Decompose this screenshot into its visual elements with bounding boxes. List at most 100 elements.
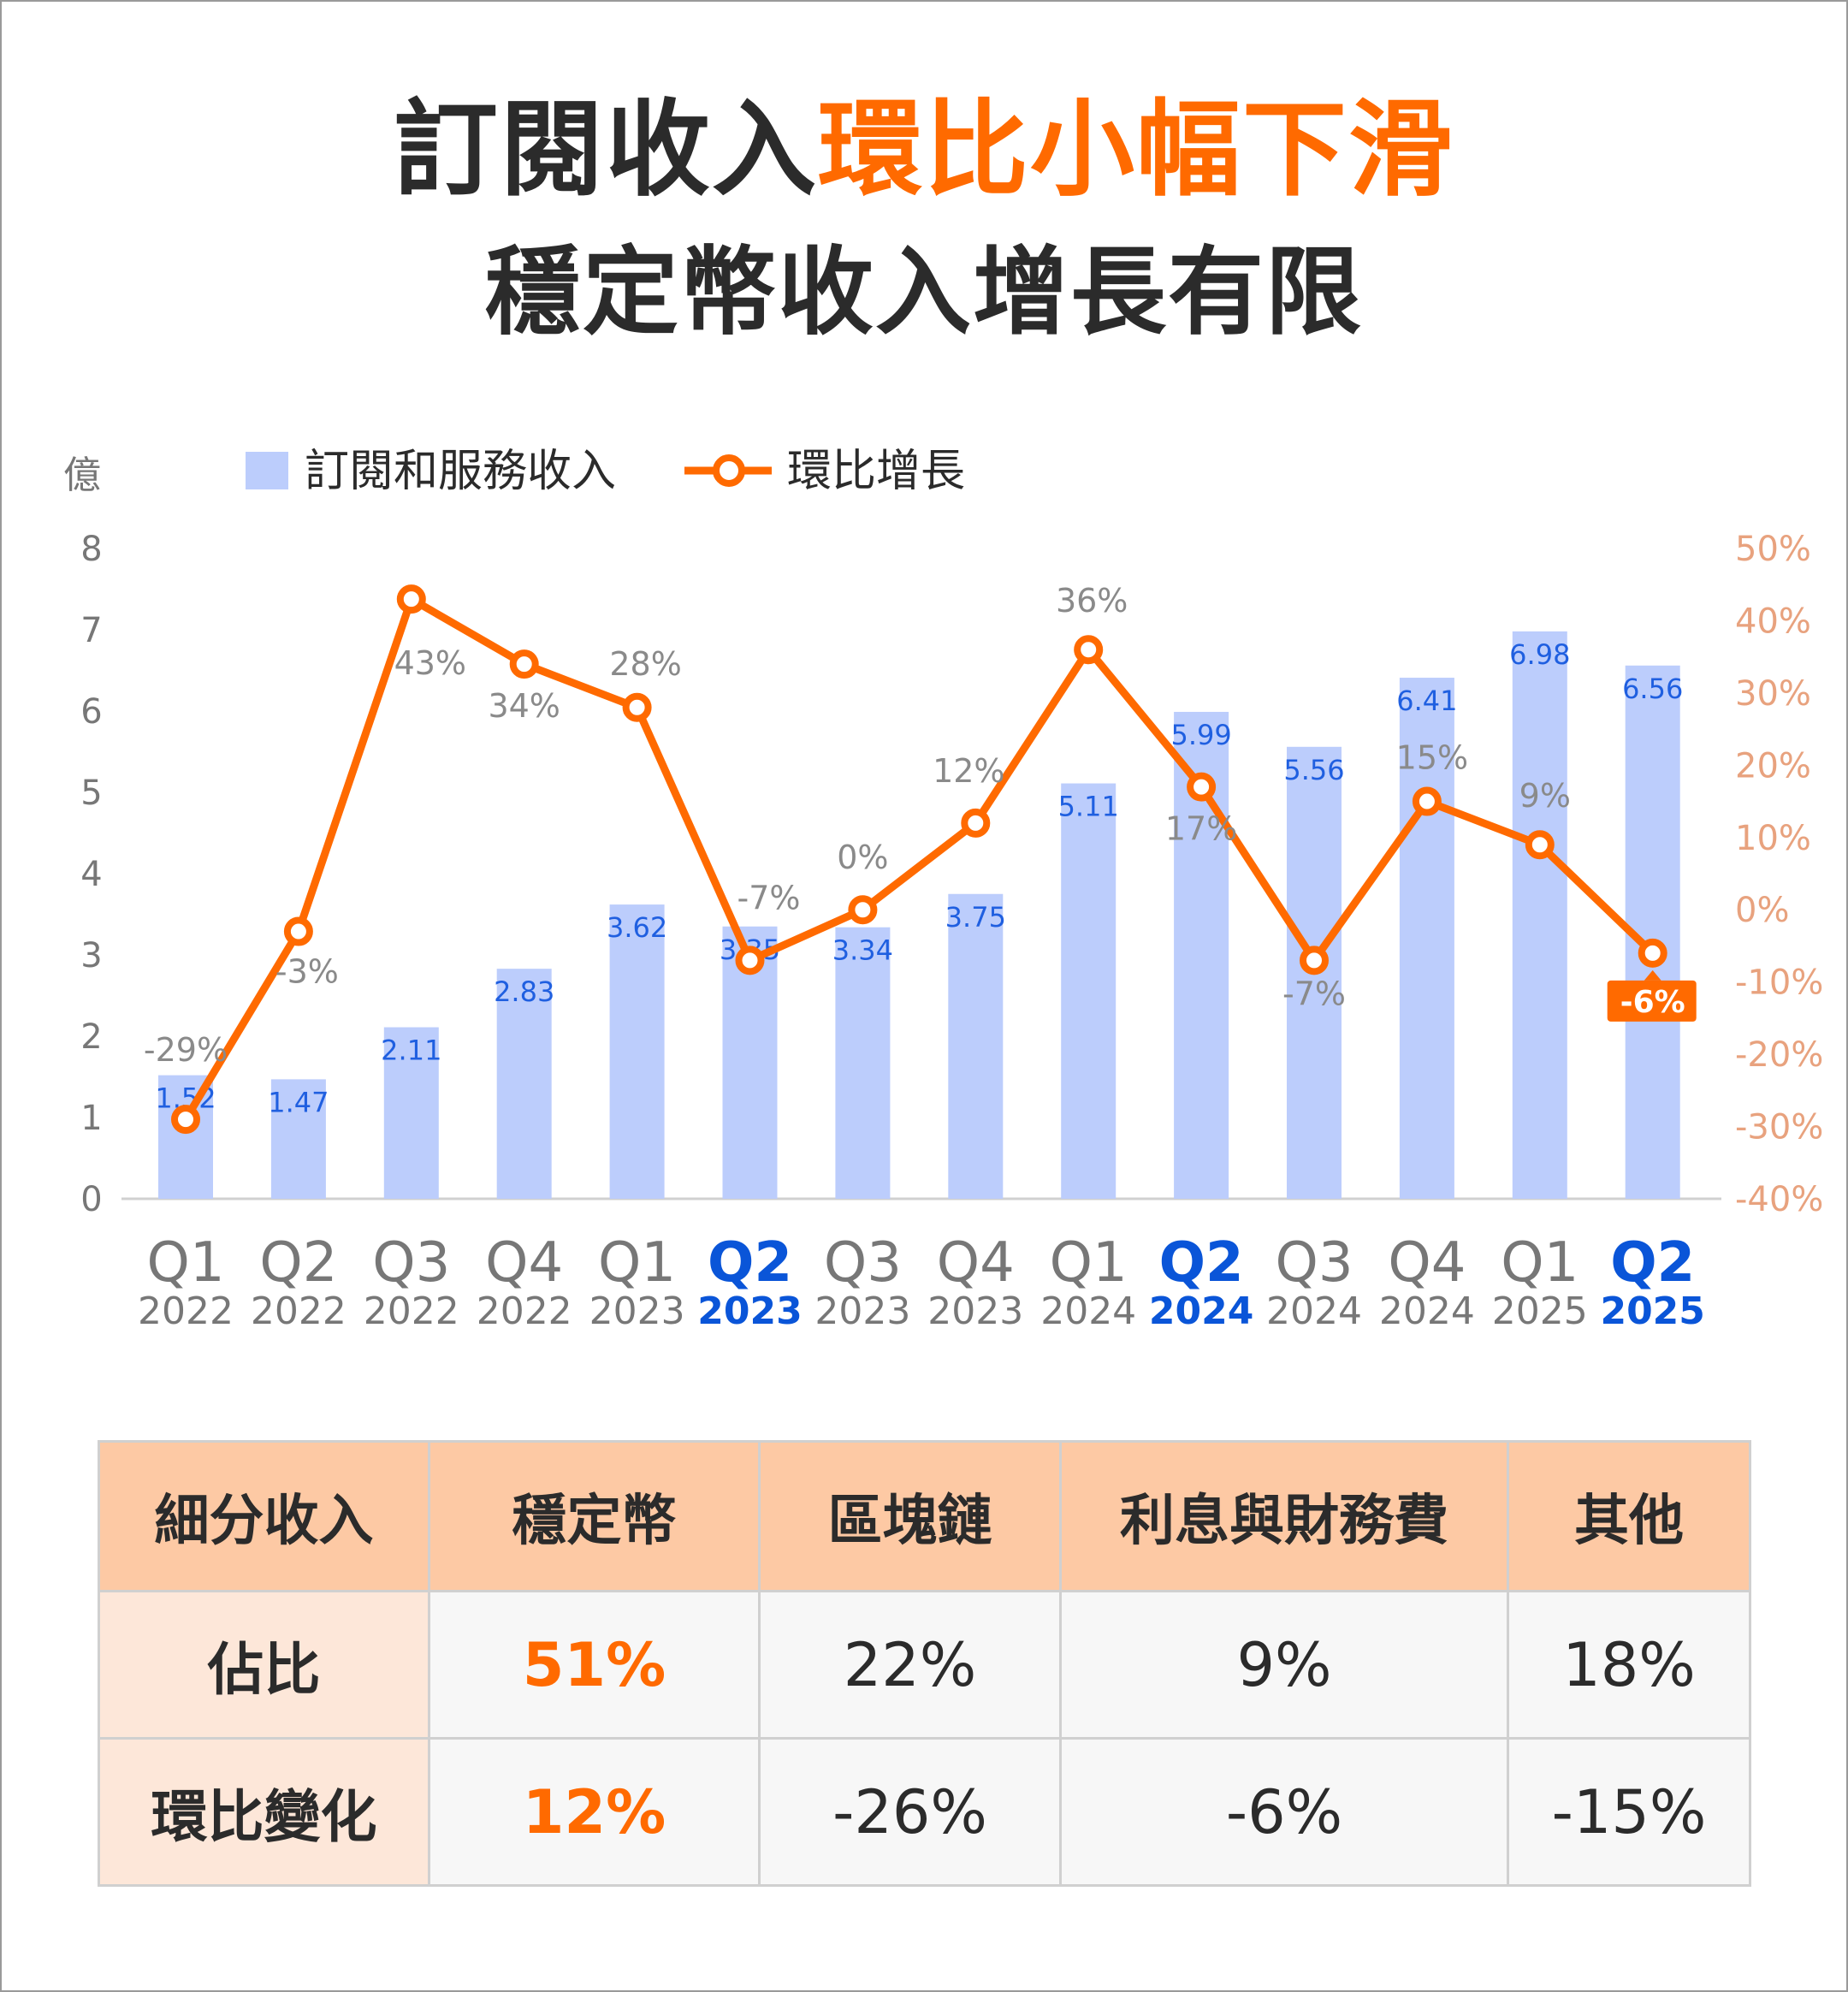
growth-marker [509, 649, 539, 679]
title-dark: 訂閱收入 [394, 89, 818, 210]
bar [1512, 631, 1567, 1199]
bar-value-label: 2.83 [494, 975, 554, 1008]
x-tick-quarter: Q3 [824, 1231, 902, 1295]
growth-value-label: 34% [488, 687, 560, 725]
growth-marker [1412, 786, 1442, 816]
table-cell: -6% [1059, 1737, 1509, 1887]
x-tick-quarter: Q3 [1275, 1231, 1353, 1295]
bar-value-label: 1.47 [268, 1086, 329, 1118]
y-left-tick-label: 8 [80, 530, 102, 569]
growth-marker [848, 895, 878, 925]
growth-value-label: 0% [837, 839, 888, 876]
table-cell: -15% [1507, 1737, 1751, 1887]
growth-value-label: -29% [144, 1031, 228, 1069]
growth-marker [1525, 830, 1555, 860]
y-left-tick-label: 4 [80, 855, 102, 894]
bar [496, 969, 552, 1199]
x-tick-year: 2023 [814, 1289, 910, 1333]
bar [948, 893, 1004, 1199]
x-tick-quarter: Q4 [1388, 1231, 1466, 1295]
y-right-tick-label: 10% [1735, 819, 1811, 858]
table-cell: 12% [428, 1737, 761, 1887]
table-header: 區塊鏈 [758, 1440, 1062, 1592]
bar [270, 1079, 326, 1199]
growth-value-label: -3% [275, 953, 339, 991]
table-header: 細分收入 [98, 1440, 430, 1592]
x-tick-quarter: Q2 [708, 1231, 792, 1295]
revenue-breakdown-table: 細分收入 穩定幣 區塊鏈 利息與財務費 其他 佔比 51% 22% 9% 18%… [98, 1440, 1751, 1887]
bar-value-label: 3.75 [945, 901, 1006, 934]
y-left-tick-label: 3 [80, 936, 102, 975]
y-left-tick-label: 5 [80, 774, 102, 813]
x-tick-quarter: Q1 [598, 1231, 676, 1295]
table-header: 穩定幣 [428, 1440, 761, 1592]
growth-marker [961, 808, 991, 838]
y-right-tick-label: -40% [1735, 1180, 1823, 1219]
table-row: 環比變化 12% -26% -6% -15% [98, 1737, 1751, 1887]
x-tick-quarter: Q2 [259, 1231, 337, 1295]
row-label: 佔比 [98, 1590, 430, 1740]
growth-value-label: 36% [1056, 582, 1128, 620]
bar [383, 1027, 439, 1199]
y-left-tick-label: 0 [80, 1180, 102, 1219]
x-tick-year: 2024 [1266, 1289, 1362, 1333]
x-tick-year: 2022 [138, 1289, 234, 1333]
y-right-tick-label: -30% [1735, 1108, 1823, 1147]
x-tick-year: 2024 [1149, 1289, 1253, 1333]
x-tick-year: 2024 [1379, 1289, 1475, 1333]
legend-label: 訂閱和服務收入 [305, 446, 616, 497]
table-cell: 51% [428, 1590, 761, 1740]
growth-marker [1300, 946, 1329, 975]
growth-marker [735, 946, 765, 975]
x-tick-quarter: Q2 [1610, 1231, 1695, 1295]
bar-value-label: 6.56 [1622, 673, 1683, 705]
growth-value-label: -7% [1282, 975, 1346, 1012]
growth-marker [1187, 772, 1217, 802]
table-cell: -26% [758, 1737, 1062, 1887]
bar-value-label: 3.34 [832, 934, 893, 967]
bar [1061, 783, 1116, 1199]
y-right-tick-label: -20% [1735, 1035, 1823, 1075]
chart: 億 訂閱和服務收入 環比增長 0 1 2 3 4 5 6 7 8 -40% -30% -20% -10% 0% 1… [63, 446, 1823, 1333]
legend-bar-swatch [246, 452, 288, 489]
growth-marker [283, 916, 313, 946]
bar [1399, 678, 1454, 1199]
callout-badge [1607, 980, 1697, 1022]
growth-marker [622, 692, 652, 722]
growth-value-label: -7% [737, 879, 801, 916]
x-tick-quarter: Q3 [372, 1231, 450, 1295]
legend-marker-icon [713, 454, 745, 487]
x-tick-year: 2024 [1040, 1289, 1136, 1333]
growth-marker [171, 1105, 200, 1135]
x-tick-quarter: Q4 [937, 1231, 1015, 1295]
y-left-tick-label: 6 [80, 692, 102, 732]
y-right-tick-label: 0% [1735, 891, 1789, 930]
growth-line [182, 595, 1656, 1122]
bar-value-label: 6.98 [1509, 638, 1570, 671]
table-row: 佔比 51% 22% 9% 18% [98, 1590, 1751, 1740]
bar-value-label: 5.56 [1283, 754, 1344, 786]
row-label: 環比變化 [98, 1737, 430, 1887]
legend-label: 環比增長 [787, 446, 965, 497]
growth-marker [1638, 938, 1667, 968]
growth-value-label: 17% [1165, 810, 1237, 848]
x-tick-quarter: Q2 [1159, 1231, 1244, 1295]
callout-pointer [1644, 969, 1661, 981]
x-tick-year: 2023 [697, 1289, 802, 1333]
y-right-tick-label: 50% [1735, 530, 1811, 569]
title-highlight: 環比小幅下滑 [818, 89, 1454, 210]
y-right-tick-label: 30% [1735, 674, 1811, 714]
x-tick-year: 2025 [1600, 1289, 1704, 1333]
bar-value-label: 5.11 [1058, 791, 1119, 823]
bar-value-label: 3.62 [607, 911, 667, 944]
x-tick-quarter: Q1 [146, 1231, 224, 1295]
x-tick-year: 2022 [477, 1289, 572, 1333]
title-line-1: 訂閱收入環比小幅下滑 [0, 86, 1848, 214]
title-line-2: 穩定幣收入增長有限 [485, 237, 1363, 348]
table-header-row: 細分收入 穩定幣 區塊鏈 利息與財務費 其他 [98, 1440, 1751, 1592]
y-left-tick-label: 1 [80, 1099, 102, 1138]
growth-value-label: 43% [394, 644, 466, 682]
growth-marker [396, 584, 426, 614]
unit-label: 億 [63, 454, 101, 497]
